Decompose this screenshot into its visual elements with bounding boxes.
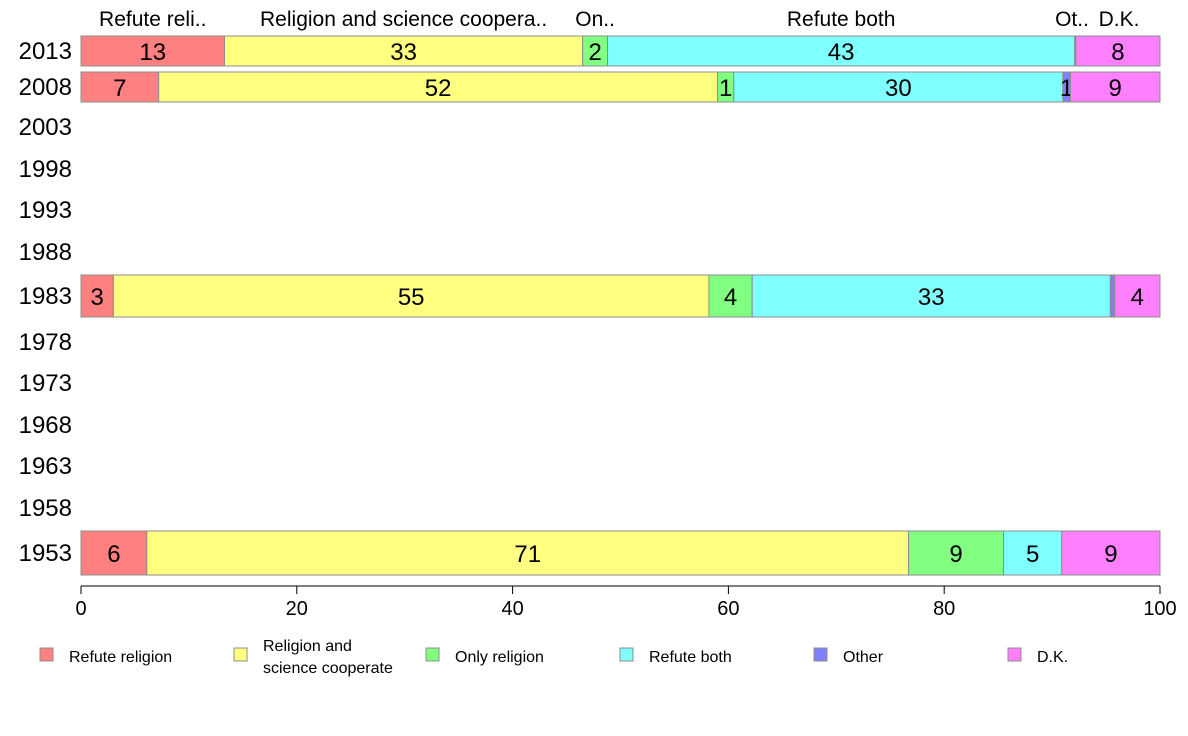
year-label-1998: 1998 xyxy=(19,156,72,183)
legend-swatch-2 xyxy=(425,647,440,662)
legend-swatch-3 xyxy=(619,647,634,662)
bar-value-label-2008-2: 1 xyxy=(719,75,732,102)
bar-value-label-1953-2: 9 xyxy=(949,541,962,568)
bar-segment-2013-0 xyxy=(80,35,226,67)
legend-label-2: Only religion xyxy=(455,649,544,666)
year-label-1978: 1978 xyxy=(19,329,72,356)
bar-value-label-1953-3: 5 xyxy=(1026,541,1039,568)
legend-swatch-4 xyxy=(813,647,828,662)
top-category-labels: Refute reli.. Religion and science cooper… xyxy=(99,8,1139,31)
legend-label-1-line-0: Religion and xyxy=(263,638,352,655)
x-tick-label-20: 20 xyxy=(286,598,308,620)
x-tick-label-60: 60 xyxy=(717,598,739,620)
bar-value-label-1983-0: 3 xyxy=(91,284,104,311)
legend-swatch-1 xyxy=(233,647,248,662)
bar-segment-1953-2 xyxy=(908,530,1005,576)
year-label-2003: 2003 xyxy=(19,114,72,141)
legend-label-1-line-1: science cooperate xyxy=(263,660,393,677)
bar-segment-2008-1 xyxy=(158,71,719,103)
bar-segment-2013-1 xyxy=(224,35,584,67)
bar-value-label-2008-5: 9 xyxy=(1109,75,1122,102)
bar-segment-2008-0 xyxy=(80,71,160,103)
top-category-label-1: Religion and science coopera.. xyxy=(260,8,547,31)
legend-swatch-5 xyxy=(1007,647,1022,662)
year-label-1953: 1953 xyxy=(19,540,72,567)
top-category-label-0: Refute reli.. xyxy=(99,8,206,31)
bar-value-label-1983-2: 4 xyxy=(724,284,737,311)
x-tick-label-100: 100 xyxy=(1143,598,1176,620)
top-category-label-2: On.. xyxy=(575,8,615,31)
bar-value-label-2008-0: 7 xyxy=(113,75,126,102)
bar-segment-1983-1 xyxy=(112,274,710,318)
legend-swatch-0 xyxy=(39,647,54,662)
x-axis: 0 20 40 60 80 100 xyxy=(75,585,1177,620)
year-label-1958: 1958 xyxy=(19,495,72,522)
legend-label-5: D.K. xyxy=(1037,649,1068,666)
bar-value-label-2013-5: 8 xyxy=(1111,39,1124,66)
top-category-label-5: D.K. xyxy=(1099,8,1140,31)
bar-segment-1953-5 xyxy=(1061,530,1161,576)
year-label-1988: 1988 xyxy=(19,239,72,266)
year-label-1973: 1973 xyxy=(19,370,72,397)
legend-label-4: Other xyxy=(843,649,884,666)
bar-segment-1983-2 xyxy=(708,274,753,318)
year-label-1968: 1968 xyxy=(19,412,72,439)
bar-value-label-1983-3: 33 xyxy=(918,284,945,311)
x-tick-label-40: 40 xyxy=(501,598,523,620)
x-tick-label-0: 0 xyxy=(75,598,86,620)
bar-value-label-1953-5: 9 xyxy=(1104,541,1117,568)
x-tick-label-80: 80 xyxy=(933,598,955,620)
bar-segment-1983-3 xyxy=(751,274,1111,318)
bar-value-label-2013-3: 43 xyxy=(828,39,855,66)
bars: 13 33 2 43 87 52 1 30 1 93 55 4 33 46 71 9 5 9 xyxy=(80,35,1161,576)
year-label-2008: 2008 xyxy=(19,74,72,101)
bar-segment-1983-4 xyxy=(1109,274,1116,318)
year-label-1963: 1963 xyxy=(19,453,72,480)
bar-segment-1983-5 xyxy=(1114,274,1161,318)
bar-segment-2013-5 xyxy=(1075,35,1161,67)
bar-value-label-2013-1: 33 xyxy=(390,39,417,66)
bar-segment-1953-1 xyxy=(146,530,910,576)
top-category-label-4: Ot.. xyxy=(1055,8,1089,31)
year-label-1983: 1983 xyxy=(19,283,72,310)
bar-segment-2008-5 xyxy=(1069,71,1161,103)
bar-value-label-2013-2: 2 xyxy=(588,39,601,66)
bar-segment-1953-3 xyxy=(1003,530,1063,576)
bar-value-label-1983-5: 4 xyxy=(1131,284,1144,311)
bar-value-label-2008-3: 30 xyxy=(885,75,912,102)
bar-value-label-2013-0: 13 xyxy=(139,39,166,66)
bar-value-label-2008-1: 52 xyxy=(425,75,452,102)
bar-value-label-1953-1: 71 xyxy=(514,541,541,568)
bar-segment-2013-2 xyxy=(582,35,609,67)
bar-segment-1953-0 xyxy=(80,530,148,576)
bar-segment-2008-3 xyxy=(733,71,1064,103)
bar-value-label-1983-1: 55 xyxy=(398,284,425,311)
year-axis-labels: 2013 2008 2003 1998 1993 1988 1983 1978 1973 1968… xyxy=(19,38,72,567)
legend-label-3: Refute both xyxy=(649,649,732,666)
year-label-2013: 2013 xyxy=(19,38,72,65)
year-label-1993: 1993 xyxy=(19,197,72,224)
top-category-label-3: Refute both xyxy=(787,8,896,31)
bar-value-label-1953-0: 6 xyxy=(107,541,120,568)
legend: Refute religion Religion and science coope… xyxy=(39,638,1068,677)
legend-label-0: Refute religion xyxy=(69,649,172,666)
